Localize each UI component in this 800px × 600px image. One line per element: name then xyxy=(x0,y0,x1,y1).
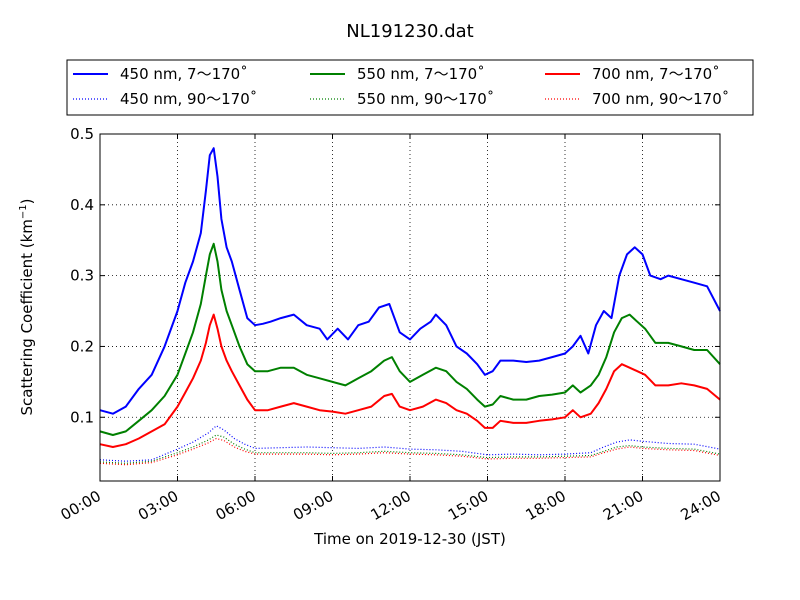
series-line-3 xyxy=(99,434,721,464)
legend-label-3: 550 nm, 90～170˚ xyxy=(357,90,494,108)
x-tick-label: 18:00 xyxy=(523,487,569,524)
y-axis-label: Scattering Coefficient (km−1) xyxy=(18,198,36,415)
legend-label-4: 700 nm, 7～170˚ xyxy=(592,65,720,83)
x-tick-label: 06:00 xyxy=(213,487,259,524)
y-tick-label: 0.5 xyxy=(70,125,94,143)
y-tick-label: 0.4 xyxy=(70,196,94,214)
grid xyxy=(100,134,720,481)
x-tick-label: 12:00 xyxy=(368,487,414,524)
series-lines xyxy=(99,147,721,466)
y-tick-label: 0.2 xyxy=(70,337,94,355)
y-tick-label: 0.3 xyxy=(70,267,94,285)
series-line-2 xyxy=(99,242,721,436)
y-axis-label-suffix: ) xyxy=(18,198,36,204)
y-axis-label-superscript: −1 xyxy=(18,204,29,219)
series-line-4 xyxy=(99,313,721,448)
legend-label-5: 700 nm, 90～170˚ xyxy=(592,90,729,108)
x-tick-label: 24:00 xyxy=(678,487,724,524)
x-tick-label: 09:00 xyxy=(290,487,336,524)
legend-label-0: 450 nm, 7～170˚ xyxy=(120,65,248,83)
series-line-0 xyxy=(99,147,721,415)
x-tick-label: 21:00 xyxy=(600,487,646,524)
legend-frame xyxy=(66,59,754,116)
legend-label-1: 450 nm, 90～170˚ xyxy=(120,90,257,108)
x-axis-label: Time on 2019-12-30 (JST) xyxy=(313,530,506,548)
legend-label-2: 550 nm, 7～170˚ xyxy=(357,65,485,83)
x-tick-label: 15:00 xyxy=(445,487,491,524)
x-tick-label: 00:00 xyxy=(58,487,104,524)
y-axis-label-main: Scattering Coefficient (km xyxy=(18,219,36,415)
x-tick-label: 03:00 xyxy=(135,487,181,524)
y-tick-label: 0.1 xyxy=(70,408,94,426)
chart-title: NL191230.dat xyxy=(346,21,473,42)
legend: 450 nm, 7～170˚ 450 nm, 90～170˚ 550 nm, 7～1… xyxy=(66,59,754,116)
series-line-1 xyxy=(99,425,721,462)
axis-ticks: 00:00 03:00 06:00 09:00 12:00 15:00 18:00 21:00… xyxy=(58,125,724,524)
